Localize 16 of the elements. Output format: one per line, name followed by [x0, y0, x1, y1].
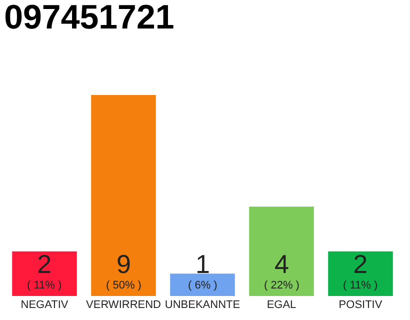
bar	[328, 251, 393, 296]
data-label: 2 ( 11% )	[343, 249, 378, 292]
x-tick-label: UNBEKANNTE	[164, 299, 240, 311]
x-tick-label: EGAL	[266, 299, 296, 311]
bar	[91, 95, 156, 296]
chart-title: 097451721	[4, 0, 174, 37]
data-label: 4 ( 22% )	[264, 249, 300, 292]
x-tick-label: NEGATIV	[20, 299, 69, 311]
bar	[249, 206, 314, 296]
data-label: 2 ( 11% )	[27, 249, 62, 292]
data-label: 9 ( 50% )	[106, 249, 142, 292]
bar	[170, 274, 235, 296]
data-label: 1 ( 6% )	[188, 249, 218, 292]
x-tick-label: VERWIRREND	[86, 299, 162, 311]
bar	[12, 251, 77, 296]
x-tick-label: POSITIV	[338, 299, 383, 311]
